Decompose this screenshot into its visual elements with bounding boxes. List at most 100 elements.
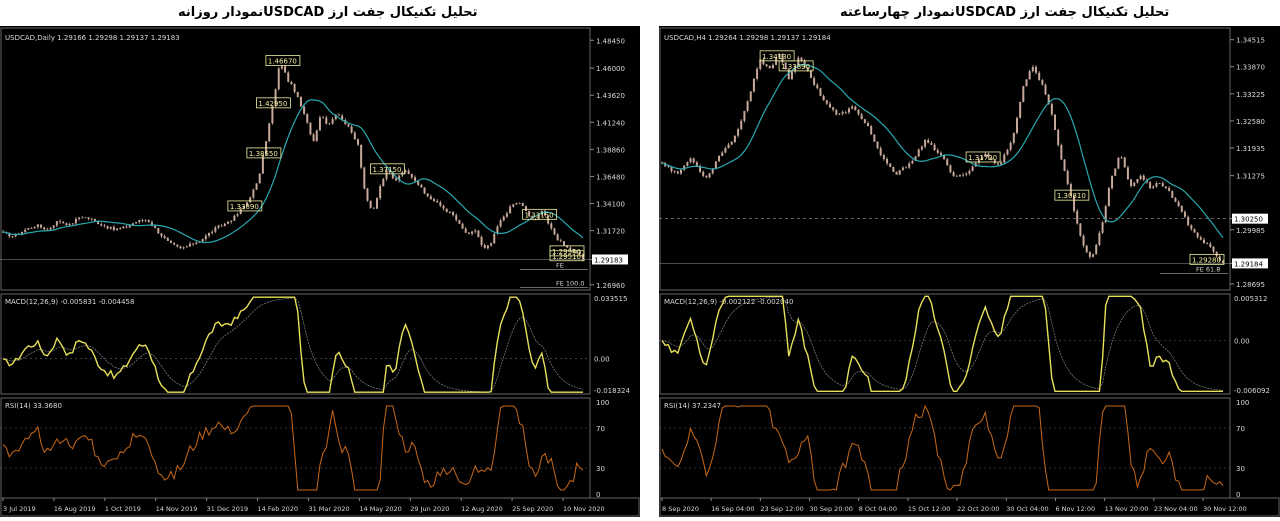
price-tick-label: 1.32580 [1236,118,1265,126]
candle-body [1161,183,1164,187]
candle-body [1171,191,1174,198]
candle-body [867,122,870,127]
time-label: 31 Mar 2020 [308,505,349,513]
candle-body [879,148,882,156]
candle-body [360,144,363,168]
candle-body [268,123,271,142]
h4-chart[interactable]: USDCAD,H4 1.29264 1.29298 1.29137 1.2918… [659,26,1280,517]
annotation-box [778,60,814,72]
candle-body [800,57,803,61]
candle-body [426,193,429,197]
daily-chart[interactable]: USDCAD,Daily 1.29166 1.29298 1.29137 1.2… [0,26,640,517]
annotation-label: 1.42950 [258,100,287,108]
price-tick-label: 1.34100 [596,201,625,209]
price-tick-label: 1.31935 [1236,145,1265,153]
candle-body [946,159,949,166]
candle-body [214,227,217,232]
candle-body [528,210,531,217]
candle-body [667,166,670,168]
annotation-label: 1.34130 [762,53,791,61]
candle-body [943,155,946,160]
candle-body [1120,157,1123,159]
candle-body [467,232,470,234]
candle-body [781,53,784,63]
candle-body [857,109,860,115]
annotation-box [265,55,301,66]
candle-body [49,227,52,230]
candle-body [160,233,163,237]
candle-body [939,152,942,156]
time-label: 15 Oct 12:00 [908,505,950,513]
time-label: 6 Nov 12:00 [1055,505,1095,513]
candle-body [553,228,556,235]
candle-body [756,68,759,79]
price-tick-label: 1.46000 [596,65,625,73]
candle-body [369,200,372,208]
candle-body [138,220,141,223]
candle-body [844,111,847,113]
candle-body [461,223,464,229]
candle-body [920,146,923,150]
candle-body [255,183,258,190]
annotation-label: 1.29280 [1192,256,1221,264]
candle-body [534,219,537,221]
candle-body [458,220,461,224]
candle-body [410,174,413,178]
candle-body [749,91,752,102]
candle-body [46,229,49,231]
price-tick-label: 1.31720 [596,228,625,236]
candle-body [1028,71,1031,80]
candle-body [901,167,904,171]
candle-body [803,60,806,68]
macd-tick-label: -0.018324 [594,387,630,395]
candle-body [1009,142,1012,150]
candle-body [965,173,968,175]
candle-body [1177,201,1180,207]
candle-body [1079,223,1082,236]
candle-body [787,69,790,80]
candle-body [208,232,211,236]
candle-body [714,161,717,169]
candle-body [182,247,185,249]
candle-body [933,144,936,150]
candle-body [81,217,84,219]
rsi-label: RSI(14) 33.3680 [5,402,62,410]
candle-body [27,228,30,230]
candle-body [1196,232,1199,238]
candle-body [414,177,417,181]
price-tick-label: 1.41240 [596,119,625,127]
candle-body [100,224,103,226]
candle-body [429,196,432,199]
candle-body [1212,246,1215,252]
candle-body [93,218,96,221]
chart-header: USDCAD,H4 1.29264 1.29298 1.29137 1.2918… [664,34,831,42]
candle-body [895,171,898,175]
candle-body [388,168,391,173]
candle-body [1158,183,1161,184]
candle-body [778,53,781,58]
candle-body [1073,195,1076,211]
candle-body [128,225,131,228]
candle-body [1025,79,1028,87]
candle-body [201,239,204,242]
h4-chart-svg: USDCAD,H4 1.29264 1.29298 1.29137 1.2918… [659,27,1280,517]
candle-body [1180,206,1183,212]
candle-body [790,71,793,80]
level-price-box [1232,213,1268,224]
candle-body [949,165,952,173]
candle-body [448,211,451,213]
macd-signal-line [2,297,584,393]
annotation-box [549,245,585,257]
macd-tick-label: 0.033515 [594,295,627,303]
price-tick-label: 1.48450 [596,37,625,45]
candle-body [1202,239,1205,244]
chart-header: USDCAD,Daily 1.29166 1.29298 1.29137 1.2… [5,34,180,42]
time-label: 30 Oct 04:00 [1006,505,1048,513]
macd-tick-label: 0.00 [594,356,610,364]
candle-body [1190,225,1193,230]
time-label: 1 Oct 2019 [105,505,141,513]
candle-body [157,227,160,234]
annotation-box [370,163,405,175]
candle-body [239,208,242,215]
time-label: 30 Sep 20:00 [810,505,853,513]
